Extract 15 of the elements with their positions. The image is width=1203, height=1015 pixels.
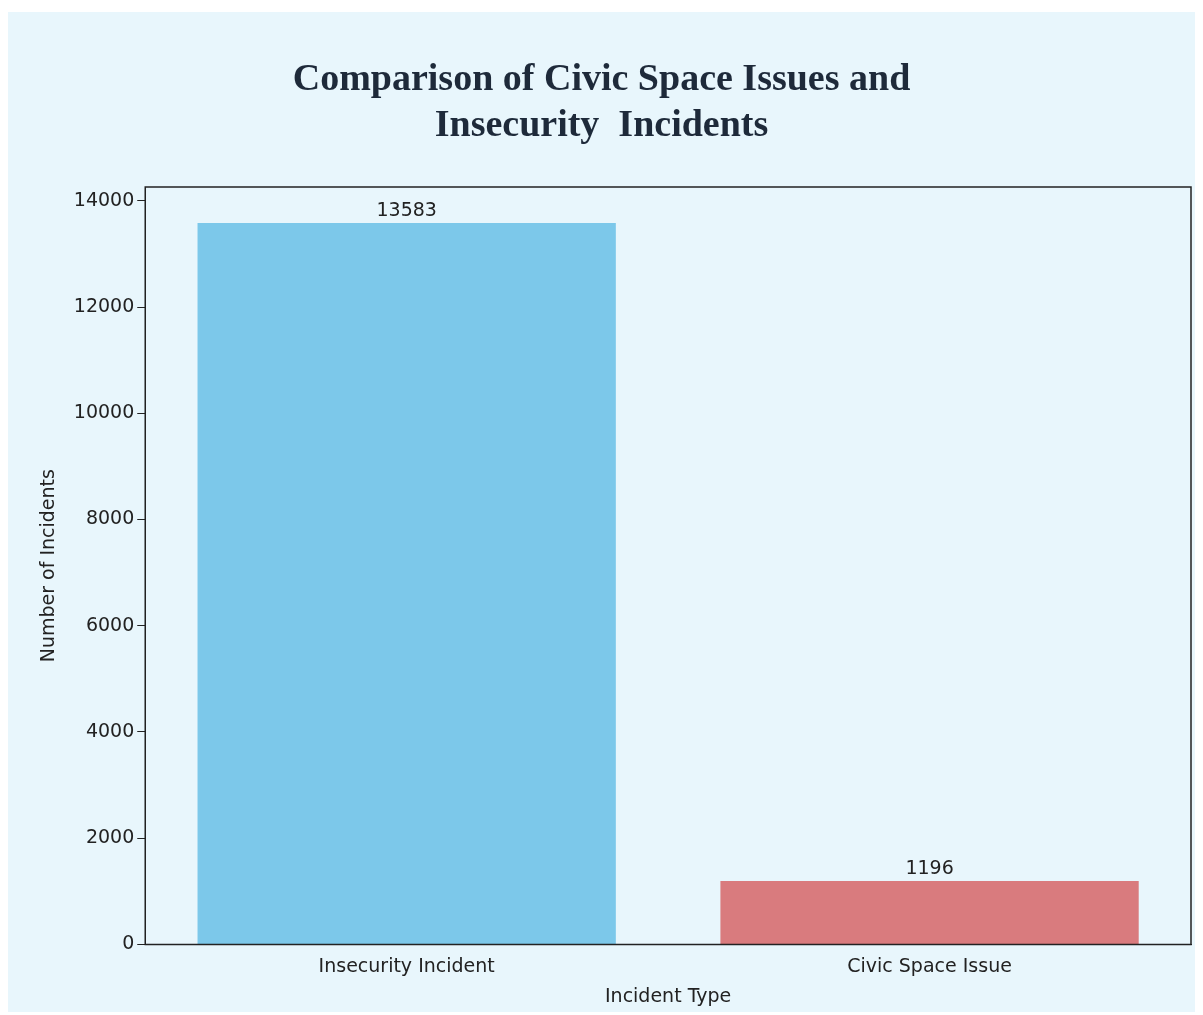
y-tick-label: 14000 — [73, 187, 135, 210]
y-tick-label: 10000 — [73, 400, 135, 423]
data-label: 13583 — [376, 198, 437, 221]
y-tick-label: 4000 — [85, 718, 135, 741]
y-axis-title: Number of Incidents — [36, 469, 59, 663]
y-tick-label: 8000 — [85, 506, 135, 529]
y-tick-label: 2000 — [85, 825, 135, 848]
x-tick-label: Insecurity Incident — [318, 953, 495, 976]
data-label: 1196 — [905, 856, 954, 879]
chart-title: Comparison of Civic Space Issues and Insecurity Incidents — [291, 55, 912, 146]
y-tick-label: 12000 — [73, 293, 135, 316]
x-tick-label: Civic Space Issue — [847, 953, 1012, 976]
y-tick-label: 0 — [122, 931, 135, 954]
y-tick-label: 6000 — [85, 612, 135, 635]
x-axis-title: Incident Type — [604, 983, 732, 1006]
